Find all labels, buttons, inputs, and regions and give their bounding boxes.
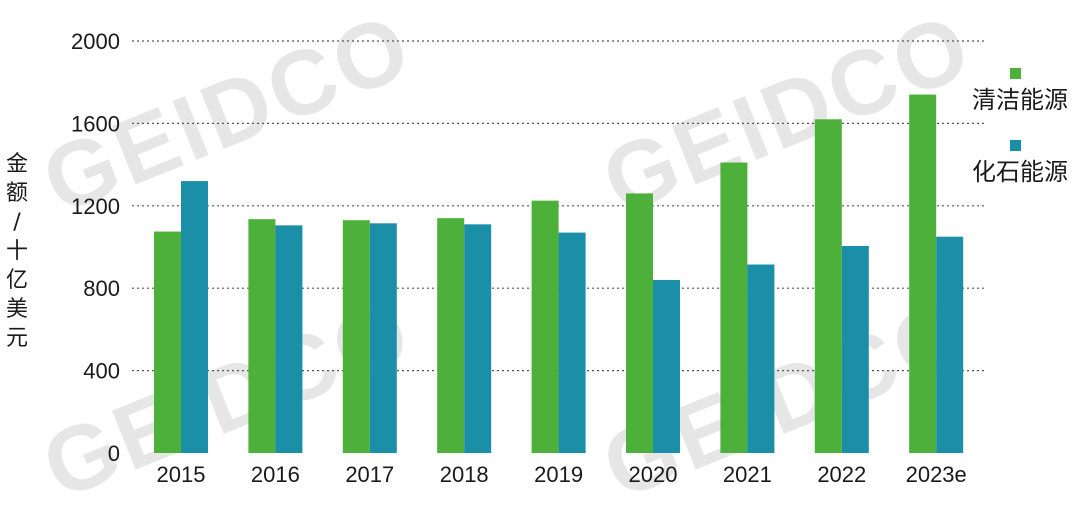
legend-swatch-fossil bbox=[1010, 140, 1021, 151]
bar-clean-2022 bbox=[814, 119, 842, 453]
x-tick-label-2019: 2019 bbox=[534, 462, 583, 487]
y-axis-ticks: 0 400 800 1200 1600 2000 bbox=[71, 29, 120, 466]
y-tick-label-800: 800 bbox=[83, 276, 120, 301]
bar-fossil-2021 bbox=[747, 264, 775, 453]
y-tick-label-400: 400 bbox=[83, 359, 120, 384]
legend-label-fossil: 化石能源 bbox=[972, 158, 1068, 186]
bar-clean-2016 bbox=[248, 219, 276, 453]
x-tick-label-2022: 2022 bbox=[817, 462, 866, 487]
y-tick-label-0: 0 bbox=[108, 441, 120, 466]
y-axis-label: 金额 / 十亿美元 bbox=[5, 152, 28, 351]
bar-clean-2023e bbox=[909, 94, 937, 453]
bar-fossil-2017 bbox=[369, 223, 397, 453]
x-tick-label-2015: 2015 bbox=[157, 462, 206, 487]
x-tick-label-2017: 2017 bbox=[345, 462, 394, 487]
legend-label-clean: 清洁能源 bbox=[972, 86, 1068, 114]
x-axis-ticks: 2015 2016 2017 2018 2019 2020 2021 2022 2023e bbox=[157, 462, 967, 487]
y-tick-label-2000: 2000 bbox=[71, 29, 120, 54]
bar-clean-2021 bbox=[720, 162, 748, 454]
bar-fossil-2016 bbox=[275, 225, 303, 453]
bar-clean-2018 bbox=[437, 218, 465, 453]
bar-fossil-2019 bbox=[558, 232, 586, 453]
x-tick-label-2023e: 2023e bbox=[906, 462, 967, 487]
bar-fossil-2022 bbox=[841, 245, 869, 453]
bar-fossil-2015 bbox=[181, 181, 208, 453]
bars bbox=[154, 94, 964, 454]
y-tick-label-1200: 1200 bbox=[71, 194, 120, 219]
x-tick-label-2016: 2016 bbox=[251, 462, 300, 487]
y-tick-label-1600: 1600 bbox=[71, 111, 120, 136]
bar-clean-2015 bbox=[154, 231, 181, 453]
x-tick-label-2018: 2018 bbox=[440, 462, 489, 487]
x-tick-label-2020: 2020 bbox=[629, 462, 678, 487]
bar-fossil-2020 bbox=[653, 279, 680, 453]
bar-fossil-2023e bbox=[936, 236, 964, 453]
bar-clean-2020 bbox=[626, 193, 653, 453]
bar-clean-2017 bbox=[342, 220, 370, 453]
legend-swatch-clean bbox=[1010, 68, 1021, 79]
x-tick-label-2021: 2021 bbox=[723, 462, 772, 487]
bar-fossil-2018 bbox=[464, 224, 492, 453]
bar-clean-2019 bbox=[531, 200, 559, 453]
